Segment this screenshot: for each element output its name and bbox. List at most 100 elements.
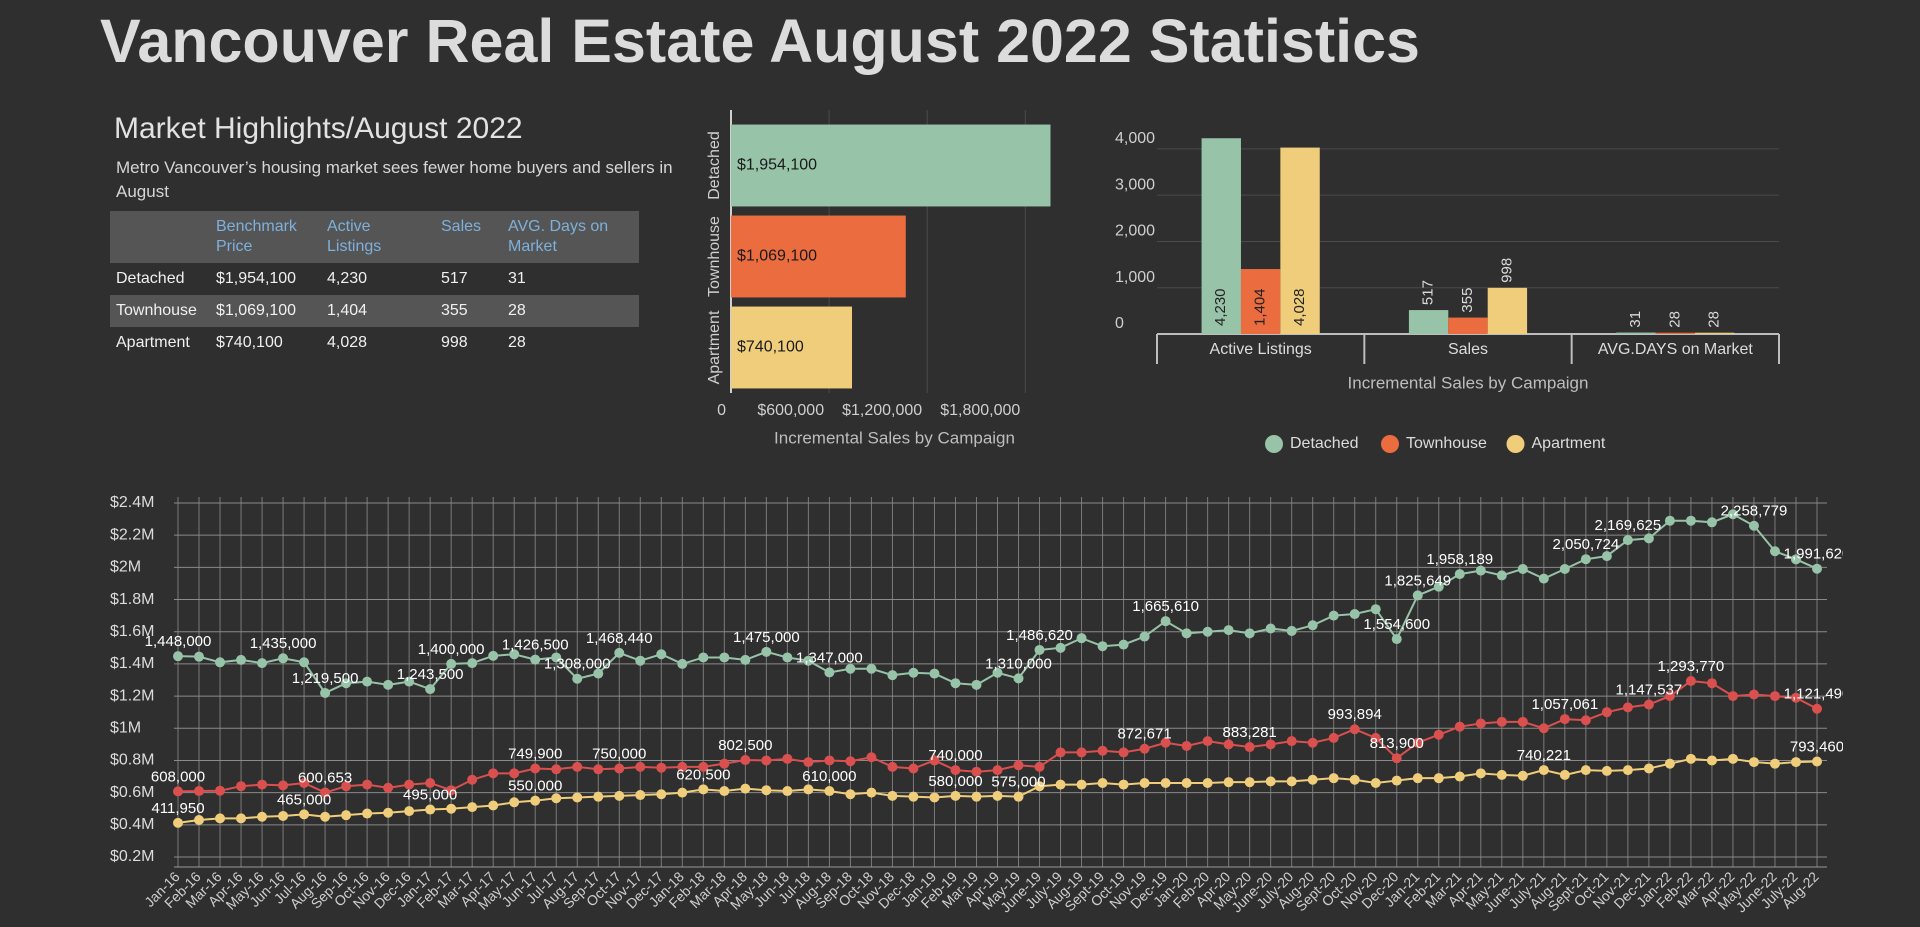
data-point: [971, 766, 982, 777]
data-point: [215, 785, 226, 796]
bar-value-label: 4,230: [1212, 288, 1229, 326]
data-point: [1244, 777, 1255, 788]
data-point: [1307, 620, 1318, 631]
data-point: [383, 782, 394, 793]
data-point: [320, 787, 331, 798]
y-tick-label: 0: [1115, 315, 1124, 332]
data-point: [1223, 625, 1234, 636]
data-point: [1601, 707, 1612, 718]
data-point: [1790, 692, 1801, 703]
table-row: Detached $1,954,100 4,230 517 31: [110, 263, 639, 295]
header-cell: Sales: [435, 211, 502, 263]
header-cell: [110, 211, 210, 263]
bar-value-label: 31: [1627, 311, 1644, 328]
data-point: [1706, 678, 1717, 689]
data-point: [635, 761, 646, 772]
data-point: [698, 784, 709, 795]
data-label: 580,000: [928, 773, 982, 790]
data-point: [1412, 737, 1423, 748]
data-label: 1,147,537: [1616, 682, 1683, 699]
data-point: [950, 790, 961, 801]
data-point: [1769, 546, 1780, 557]
data-label: 1,435,000: [250, 635, 317, 652]
data-point: [1622, 535, 1633, 546]
data-point: [236, 654, 247, 665]
data-label: 1,958,189: [1426, 551, 1493, 568]
data-point: [1034, 781, 1045, 792]
bar-value-label: 517: [1420, 280, 1437, 305]
data-point: [740, 654, 751, 665]
data-point: [1580, 715, 1591, 726]
cell: Townhouse: [110, 295, 210, 327]
cell: $1,954,100: [216, 270, 297, 287]
data-label: 1,219,500: [292, 670, 359, 687]
data-point: [845, 663, 856, 674]
data-point: [1244, 628, 1255, 639]
data-point: [950, 765, 961, 776]
data-point: [761, 646, 772, 657]
data-point: [929, 792, 940, 803]
bar-value-label: 4,028: [1291, 288, 1308, 326]
data-point: [971, 679, 982, 690]
data-point: [908, 763, 919, 774]
y-tick-label: $2.2M: [110, 526, 154, 543]
data-point: [992, 667, 1003, 678]
data-point: [656, 789, 667, 800]
data-point: [1664, 515, 1675, 526]
data-point: [1769, 758, 1780, 769]
data-point: [1181, 777, 1192, 788]
cell: 28: [508, 334, 526, 351]
data-label: 883,281: [1223, 724, 1277, 741]
data-point: [1202, 736, 1213, 747]
data-point: [467, 658, 478, 669]
data-point: [1265, 739, 1276, 750]
x-axis-title: Incremental Sales by Campaign: [774, 428, 1015, 447]
data-point: [971, 791, 982, 802]
x-tick-label: $1,800,000: [940, 402, 1020, 419]
data-point: [1433, 729, 1444, 740]
data-point: [677, 787, 688, 798]
data-point: [1181, 740, 1192, 751]
data-point: [1664, 758, 1675, 769]
data-point: [887, 790, 898, 801]
y-tick-label: $1M: [110, 719, 141, 736]
cell: $1,069,100: [210, 295, 321, 327]
data-point: [488, 768, 499, 779]
data-label: 575,000: [991, 774, 1045, 791]
highlights-table: Benchmark Price Active Listings Sales AV…: [110, 211, 639, 359]
data-label: 495,000: [403, 787, 457, 804]
data-point: [1349, 774, 1360, 785]
data-point: [1496, 716, 1507, 727]
data-point: [1370, 777, 1381, 788]
y-tick-label: 3,000: [1115, 176, 1155, 193]
table-row: Apartment $740,100 4,028 998 28: [110, 327, 639, 359]
data-point: [215, 657, 226, 668]
data-point: [1812, 703, 1822, 714]
data-point: [782, 753, 793, 764]
data-point: [782, 786, 793, 797]
data-label: 993,894: [1328, 706, 1382, 723]
data-point: [446, 803, 457, 814]
table-row: Townhouse $1,069,100 1,404 355 28: [110, 295, 639, 327]
data-point: [1685, 515, 1696, 526]
data-point: [257, 811, 268, 822]
data-point: [1265, 623, 1276, 634]
cell: 4,230: [327, 270, 368, 287]
data-point: [1790, 554, 1801, 565]
data-point: [1118, 779, 1129, 790]
bar-value-label: 355: [1459, 288, 1476, 313]
bar: [1487, 287, 1528, 334]
data-point: [1433, 773, 1444, 784]
data-point: [719, 786, 730, 797]
bar-value-label: 1,404: [1252, 288, 1269, 326]
data-point: [1601, 551, 1612, 562]
data-point: [1433, 581, 1444, 592]
data-point: [1622, 765, 1633, 776]
data-point: [572, 673, 583, 684]
data-label: 2,050,724: [1552, 536, 1619, 553]
cell: $740,100: [216, 334, 283, 351]
data-label: 1,347,000: [796, 649, 863, 666]
data-point: [1706, 517, 1717, 528]
data-point: [1328, 732, 1339, 743]
